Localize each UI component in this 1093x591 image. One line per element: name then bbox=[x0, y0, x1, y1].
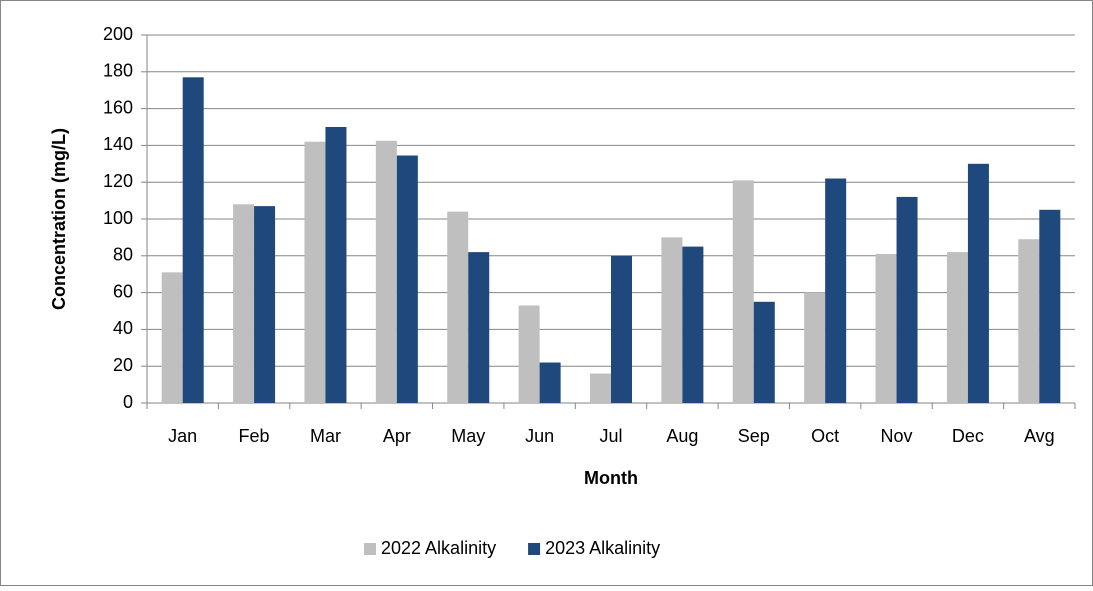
x-tick-label: Dec bbox=[952, 426, 984, 446]
bar bbox=[682, 246, 704, 403]
y-tick-label: 180 bbox=[103, 61, 133, 81]
bar bbox=[233, 204, 255, 403]
x-tick-label: Jun bbox=[525, 426, 554, 446]
bar bbox=[468, 252, 490, 403]
x-tick-label: Oct bbox=[811, 426, 839, 446]
bar bbox=[946, 252, 968, 403]
y-tick-label: 120 bbox=[103, 171, 133, 191]
bar bbox=[590, 373, 611, 403]
x-tick-label: Sep bbox=[738, 426, 770, 446]
bar bbox=[825, 178, 847, 403]
x-tick-label: Avg bbox=[1024, 426, 1055, 446]
x-tick-label: Aug bbox=[666, 426, 698, 446]
x-tick-label: Feb bbox=[239, 426, 270, 446]
bar bbox=[611, 255, 632, 403]
y-tick-label: 20 bbox=[113, 355, 133, 375]
x-tick-label: Jul bbox=[599, 426, 622, 446]
y-tick-label: 200 bbox=[103, 24, 133, 44]
y-tick-label: 0 bbox=[123, 392, 133, 412]
bar bbox=[254, 206, 276, 403]
legend-swatch bbox=[364, 543, 376, 555]
bar bbox=[967, 163, 989, 403]
y-tick-label: 40 bbox=[113, 318, 133, 338]
x-tick-label: Mar bbox=[310, 426, 341, 446]
legend-label: 2022 Alkalinity bbox=[381, 538, 496, 558]
bar bbox=[539, 362, 561, 403]
y-tick-label: 80 bbox=[113, 245, 133, 265]
bar bbox=[325, 127, 347, 403]
x-axis-title: Month bbox=[584, 468, 638, 488]
bar bbox=[161, 272, 183, 403]
bar bbox=[1018, 239, 1040, 403]
bar bbox=[732, 180, 754, 403]
y-tick-label: 60 bbox=[113, 281, 133, 301]
x-tick-label: Apr bbox=[383, 426, 411, 446]
x-tick-label: Jan bbox=[168, 426, 197, 446]
bar bbox=[1039, 209, 1061, 403]
bar bbox=[304, 141, 326, 403]
y-tick-label: 100 bbox=[103, 208, 133, 228]
x-tick-label: May bbox=[451, 426, 485, 446]
x-tick-label: Nov bbox=[881, 426, 913, 446]
y-tick-label: 160 bbox=[103, 97, 133, 117]
y-tick-label: 140 bbox=[103, 134, 133, 154]
legend-swatch bbox=[528, 543, 541, 555]
bar bbox=[375, 140, 397, 404]
bar bbox=[396, 155, 418, 403]
bar bbox=[447, 211, 469, 403]
y-axis-title: Concentration (mg/L) bbox=[49, 128, 69, 310]
bar bbox=[518, 305, 540, 403]
bar bbox=[182, 77, 204, 403]
bar bbox=[804, 292, 826, 403]
bar bbox=[661, 237, 683, 403]
bar bbox=[753, 301, 775, 403]
legend-label: 2023 Alkalinity bbox=[545, 538, 660, 558]
bar bbox=[875, 253, 897, 403]
bar bbox=[896, 196, 918, 403]
